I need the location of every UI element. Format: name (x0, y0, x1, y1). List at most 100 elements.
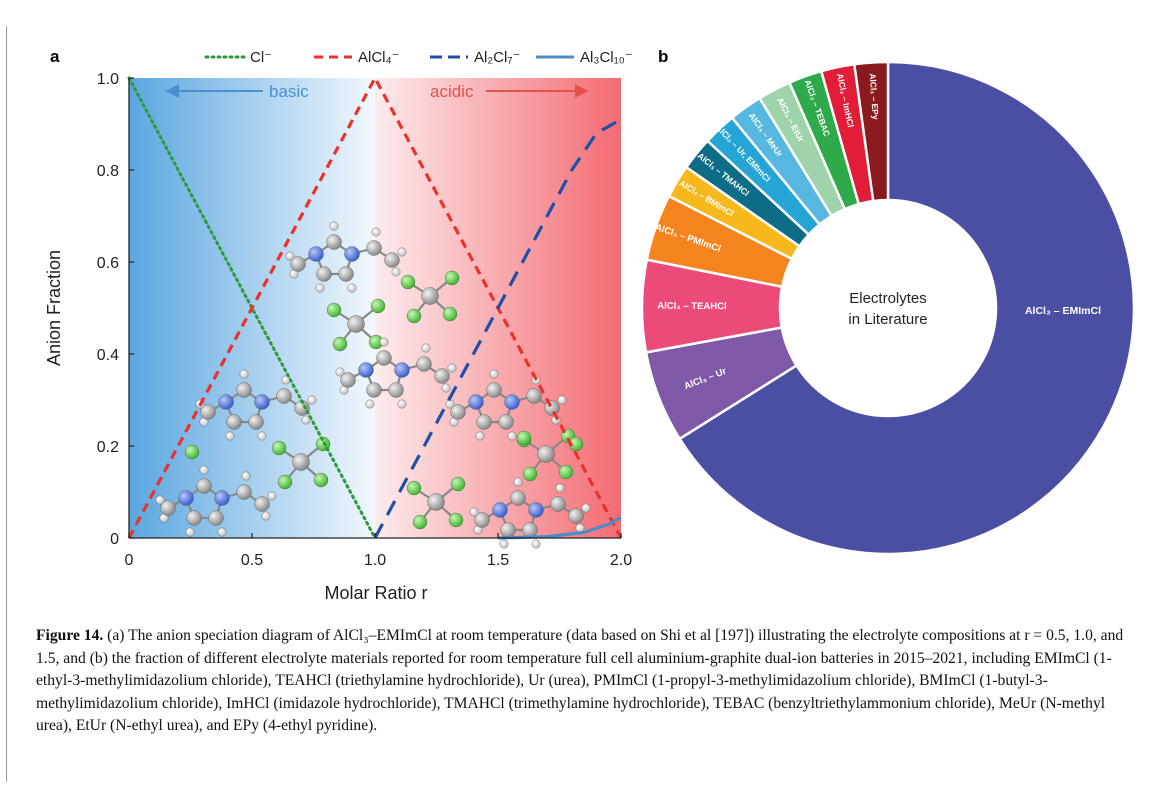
atom (427, 493, 445, 511)
atom (347, 315, 365, 333)
x-tick-label: 0.5 (241, 552, 263, 569)
atom (261, 511, 271, 521)
atom (444, 270, 460, 286)
atom (388, 382, 404, 398)
atom (394, 362, 410, 378)
atom (450, 404, 466, 420)
donut-slice-0 (677, 60, 1136, 556)
atom (271, 440, 287, 456)
atom (178, 490, 194, 506)
atom (406, 480, 422, 496)
atom (365, 399, 375, 409)
atom (475, 431, 485, 441)
atom (412, 514, 428, 530)
atom (555, 483, 565, 493)
y-tick-label: 1.0 (97, 71, 119, 88)
legend-label-1: AlCl₄⁻ (358, 49, 400, 66)
atom (226, 414, 242, 430)
basic-label: basic (269, 82, 309, 101)
atom (292, 453, 310, 471)
atom (376, 350, 392, 366)
atom (421, 343, 431, 353)
atom (285, 251, 295, 261)
atom (531, 539, 541, 549)
atom (371, 227, 381, 237)
atom (248, 414, 264, 430)
atom (185, 527, 195, 537)
x-tick-label: 2.0 (610, 552, 632, 569)
atom (400, 274, 416, 290)
atom (447, 363, 457, 373)
atom (468, 394, 484, 410)
atom (254, 394, 270, 410)
series-line-1 (127, 74, 623, 539)
atom (358, 362, 374, 378)
atom (379, 337, 389, 347)
legend-label-3: Al₃Cl₁₀⁻ (580, 49, 633, 66)
donut-label-0: AlCl₃ – EMImCl (1025, 305, 1101, 317)
legend-label-0: Cl⁻ (250, 49, 272, 66)
y-tick-label: 0.6 (97, 255, 119, 272)
atom (522, 466, 538, 482)
atom (326, 302, 342, 318)
x-tick-label: 1.5 (487, 552, 509, 569)
atom (499, 539, 509, 549)
atom (492, 502, 508, 518)
atom (469, 507, 479, 517)
atom (308, 246, 324, 262)
atom (544, 400, 560, 416)
atom (513, 477, 523, 487)
atom (196, 478, 212, 494)
atom (486, 382, 502, 398)
atom (225, 431, 235, 441)
atom (347, 283, 357, 293)
atom (184, 444, 200, 460)
atom (500, 522, 516, 538)
atom (335, 367, 345, 377)
atom (199, 465, 209, 475)
figure-frame (6, 26, 1148, 782)
donut-center-line2: in Literature (848, 311, 927, 328)
atom (516, 430, 532, 446)
atom (241, 471, 251, 481)
series-lines (127, 74, 623, 540)
atom (301, 415, 311, 425)
atom (239, 369, 249, 379)
atom (581, 503, 591, 513)
atom (406, 308, 422, 324)
atom (218, 394, 234, 410)
atom (186, 510, 202, 526)
donut-center-line1: Electrolytes (849, 290, 927, 307)
donut-label-11: AlCl₃ – EPy (868, 73, 881, 120)
caption-label: Figure 14. (36, 627, 104, 644)
atom (442, 306, 458, 322)
atom (537, 445, 555, 463)
x-tick-label: 1.0 (364, 552, 386, 569)
caption-text: (a) The anion speciation diagram of AlCl… (36, 627, 1124, 734)
axis-ticks: 0 0.5 1.0 1.5 2.0 0 0.2 0.4 0.6 0.8 1.0 (97, 71, 632, 569)
molecule-illustrations (155, 221, 591, 549)
atom (568, 508, 584, 524)
y-tick-label: 0 (110, 531, 119, 548)
atom (160, 500, 176, 516)
atom (214, 490, 230, 506)
atom (236, 484, 252, 500)
atom (557, 395, 567, 405)
panel-b-label: b (658, 47, 668, 66)
atom (416, 356, 432, 372)
atom (421, 287, 439, 305)
y-axis-title: Anion Fraction (44, 250, 64, 366)
x-axis-title: Molar Ratio r (324, 583, 427, 603)
atom (200, 404, 216, 420)
atom (290, 256, 306, 272)
y-tick-label: 0.2 (97, 439, 119, 456)
atom (344, 246, 360, 262)
atom (474, 512, 490, 528)
donut-slice-11 (852, 60, 890, 203)
atom (526, 388, 542, 404)
series-line-2 (373, 118, 622, 539)
speciation-chart: 0 0.5 1.0 1.5 2.0 0 0.2 0.4 0.6 0.8 1.0 Molar Rati… (44, 49, 633, 603)
series-line-3 (497, 515, 622, 540)
atom (528, 502, 544, 518)
